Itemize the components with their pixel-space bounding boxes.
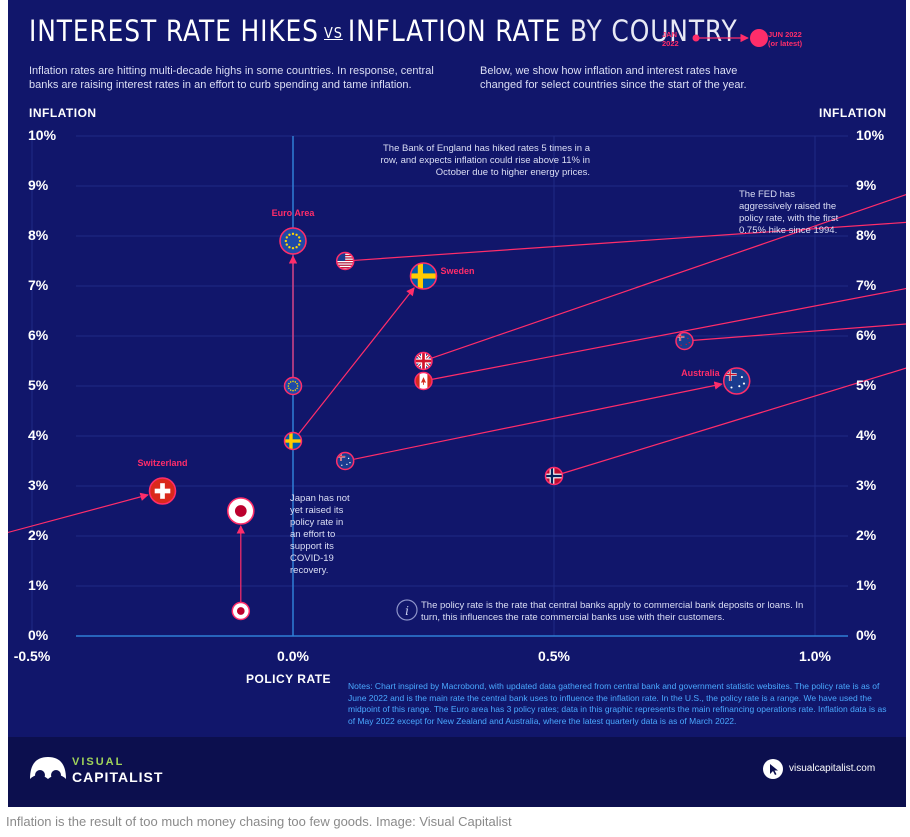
y-tick-label-left: 2%: [28, 527, 49, 543]
end-point-au: [722, 367, 751, 395]
arrow-se: [297, 287, 415, 435]
title-part2: INFLATION RATE: [347, 14, 562, 48]
arrow-ca: [431, 287, 906, 380]
legend-start-label: JAN 2022: [662, 30, 679, 48]
country-label-se: Sweden: [440, 266, 475, 276]
y-tick-label-right: 1%: [856, 577, 877, 593]
start-point-no: [544, 466, 564, 486]
x-tick-label: 0.5%: [538, 648, 570, 664]
y-axis-label-left: INFLATION: [29, 106, 97, 120]
x-axis-label: POLICY RATE: [246, 672, 332, 686]
y-tick-label-left: 9%: [28, 177, 49, 193]
y-tick-label-left: 6%: [28, 327, 49, 343]
y-tick-label-right: 6%: [856, 327, 877, 343]
y-tick-label-right: 5%: [856, 377, 877, 393]
country-label-au: Australia: [681, 368, 720, 378]
infographic: INTEREST RATE HIKES VS INFLATION RATE BY C…: [8, 0, 906, 807]
y-tick-label-left: 0%: [28, 627, 49, 643]
info-icon-glyph: i: [405, 604, 409, 618]
y-tick-label-right: 10%: [856, 127, 885, 143]
end-point-ch: [148, 477, 177, 505]
intro-left: Inflation rates are hitting multi-decade…: [29, 65, 434, 91]
legend-end-label: JUN 2022 (or latest): [768, 30, 818, 48]
y-tick-label-right: 4%: [856, 427, 877, 443]
arrow-no: [561, 367, 906, 475]
end-point-eu: [279, 227, 307, 255]
y-tick-label-right: 7%: [856, 277, 877, 293]
legend-end-dot: [750, 29, 768, 47]
y-tick-label-left: 3%: [28, 477, 49, 493]
title-part1: INTEREST RATE HIKES: [29, 14, 319, 48]
end-point-jp: [227, 497, 255, 525]
x-tick-label: 0.0%: [277, 648, 309, 664]
footer: VISUAL CAPITALIST visualcapitalist.com: [8, 737, 906, 807]
y-tick-label-left: 7%: [28, 277, 49, 293]
brand-line1: VISUAL: [72, 756, 125, 768]
y-tick-label-right: 0%: [856, 627, 877, 643]
arrow-nz: [692, 323, 906, 341]
start-point-nz: [675, 331, 694, 351]
arrow-ch: [8, 492, 149, 534]
y-tick-label-right: 9%: [856, 177, 877, 193]
chart-plot: i: [8, 29, 906, 637]
y-tick-label-left: 10%: [28, 127, 57, 143]
legend-start-dot: [692, 34, 700, 42]
country-label-eu: Euro Area: [271, 208, 315, 218]
intro-right: Below, we show how inflation and interes…: [480, 65, 747, 91]
x-tick-label: -0.5%: [13, 648, 51, 664]
website-link[interactable]: visualcapitalist.com: [789, 763, 876, 774]
start-point-ca: [414, 371, 433, 391]
country-label-uk: UK: [906, 194, 907, 204]
arrow-au: [353, 381, 723, 460]
title-vs: VS: [324, 24, 343, 42]
y-tick-label-left: 4%: [28, 427, 49, 443]
start-point-se: [283, 431, 303, 451]
country-label-ch: Switzerland: [137, 458, 188, 468]
arrow-uk: [431, 193, 906, 359]
cursor-icon: [763, 759, 783, 779]
start-point-us: [335, 251, 355, 271]
start-point-uk: [414, 351, 433, 371]
y-tick-label-right: 8%: [856, 227, 877, 243]
chart-notes: Notes: Chart inspired by Macrobond, with…: [348, 681, 887, 726]
start-point-jp: [231, 601, 251, 621]
y-tick-label-right: 3%: [856, 477, 877, 493]
title-part3: BY COUNTRY: [569, 14, 738, 48]
annotation-us: The FED has aggressively raised the poli…: [739, 189, 839, 236]
y-tick-label-left: 5%: [28, 377, 49, 393]
start-point-au: [335, 451, 355, 471]
start-point-eu: [283, 376, 303, 396]
y-tick-label-right: 2%: [856, 527, 877, 543]
annotation-japan: Japan has not yet raised its policy rate…: [290, 493, 350, 576]
y-axis-label-right: INFLATION: [819, 106, 887, 120]
annotation-uk: The Bank of England has hiked rates 5 ti…: [380, 143, 590, 178]
arrow-us: [353, 221, 906, 262]
brand-name: VISUAL CAPITALIST: [72, 755, 163, 785]
y-tick-label-left: 8%: [28, 227, 49, 243]
chart-title: INTEREST RATE HIKES VS INFLATION RATE BY C…: [29, 14, 738, 48]
visual-capitalist-logo-icon: [30, 757, 66, 780]
info-icon: [396, 599, 418, 621]
end-point-se: [409, 262, 438, 290]
x-tick-label: 1.0%: [799, 648, 831, 664]
image-caption: Inflation is the result of too much mone…: [6, 814, 512, 829]
brand-line2: CAPITALIST: [72, 769, 164, 785]
legend-end-note: (or latest): [768, 39, 803, 48]
y-tick-label-left: 1%: [28, 577, 49, 593]
annotation-info: The policy rate is the rate that central…: [421, 600, 804, 623]
legend-end-text: JUN 2022: [768, 30, 802, 39]
